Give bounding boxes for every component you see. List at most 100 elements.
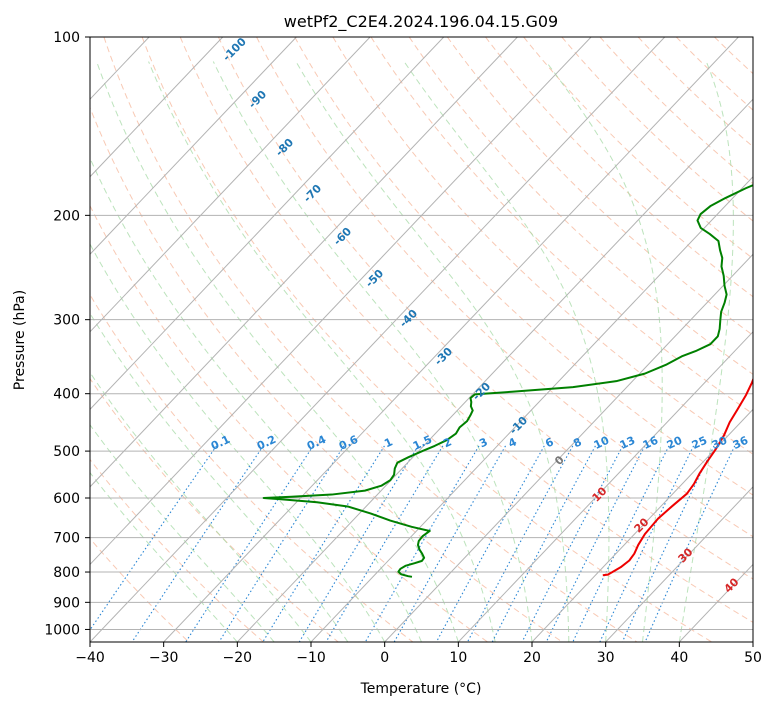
mixing-ratio-line (185, 445, 314, 642)
mixing-ratio-line (325, 445, 444, 642)
y-tick-label: 1000 (44, 622, 80, 638)
x-tick-label: −40 (75, 650, 105, 666)
mixing-ratio-line (572, 445, 670, 642)
dry-adiabat-label: -10 (507, 414, 530, 437)
mixing-ratio-label: 8 (571, 435, 583, 450)
mixing-ratio-label: 25 (690, 434, 709, 452)
mixing-ratio-label: 30 (710, 434, 730, 452)
dry-adiabat (637, 37, 753, 148)
dry-adiabat (90, 293, 414, 642)
dry-adiabat (714, 37, 753, 75)
dry-adiabat-label: 20 (632, 515, 652, 535)
isotherm-line (163, 37, 739, 642)
dry-adiabat (90, 458, 264, 642)
mixing-ratio-line (644, 445, 736, 642)
moist-adiabat (90, 243, 386, 642)
dry-adiabat-label: 30 (676, 545, 696, 565)
dry-adiabat (179, 37, 753, 623)
dry-adiabat-label: -30 (432, 345, 455, 368)
moist-adiabat (148, 61, 496, 642)
isotherm-line (90, 37, 371, 333)
dry-adiabat-label: 40 (722, 575, 742, 595)
y-tick-label: 300 (53, 313, 80, 329)
dry-adiabat (485, 37, 753, 298)
moist-adiabat (90, 424, 275, 642)
mixing-ratio-label: 10 (592, 434, 612, 452)
dry-adiabat (294, 37, 753, 496)
dry-adiabat-label: -40 (397, 307, 420, 330)
isotherm-line (605, 486, 753, 642)
mixing-ratio-line (364, 445, 480, 642)
isotherm-line (90, 37, 666, 642)
moist-adiabat (90, 157, 422, 642)
dry-adiabat (523, 37, 753, 260)
mixing-ratio-line (621, 445, 715, 642)
series-dewpoint-line (262, 184, 753, 578)
y-axis-title: Pressure (hPa) (12, 290, 28, 390)
x-tick-label: −20 (223, 650, 253, 666)
mixing-ratio-line (262, 445, 385, 642)
isotherm-line (0, 37, 2, 642)
y-axis-ticks: 100 200 300 400 500 600 700 800 900 1000 (44, 30, 90, 638)
chart-title: wetPf2_C2E4.2024.196.04.15.G09 (284, 12, 558, 32)
profile-series (262, 184, 753, 578)
moist-adiabat (403, 61, 610, 642)
x-tick-label: 10 (449, 650, 467, 666)
y-tick-label: 600 (53, 491, 80, 507)
y-tick-label: 800 (53, 565, 80, 581)
x-tick-label: 40 (670, 650, 688, 666)
dry-adiabat (752, 37, 753, 39)
x-axis-ticks: −40 −30 −20 −10 0 10 20 30 40 50 (75, 642, 762, 666)
x-tick-label: 0 (380, 650, 389, 666)
y-tick-label: 700 (53, 531, 80, 547)
dry-adiabat (90, 204, 488, 642)
isotherm-line (90, 37, 297, 256)
dry-adiabat (256, 37, 753, 538)
mixing-ratio-line (131, 445, 264, 642)
x-tick-label: 30 (597, 650, 615, 666)
dry-adiabat-label: -100 (220, 35, 249, 64)
series-temperature-line (602, 377, 753, 577)
dry-adiabat (90, 537, 190, 642)
y-tick-label: 500 (53, 444, 80, 460)
mixing-ratio-label: 0.4 (305, 433, 328, 453)
mixing-ratio-label: 6 (543, 435, 556, 450)
mixing-ratio-label: 20 (665, 434, 685, 452)
mixing-ratio-line (218, 445, 345, 642)
mixing-ratio-line (491, 445, 596, 642)
mixing-ratio-label: 0.6 (337, 433, 360, 453)
dry-adiabat (561, 37, 753, 222)
moist-adiabat (90, 471, 238, 642)
isotherm-line (90, 37, 592, 566)
grid-lines (0, 37, 753, 642)
mixing-ratio-line (545, 445, 646, 642)
isotherm-line (310, 176, 753, 642)
dry-adiabat (599, 37, 753, 185)
x-tick-label: −30 (149, 650, 179, 666)
mixing-ratio-label: 13 (618, 434, 637, 452)
mixing-ratio-label: 0.2 (255, 433, 278, 453)
dry-adiabat (103, 37, 638, 642)
dry-adiabat (141, 37, 712, 642)
moist-adiabat (96, 61, 459, 642)
y-tick-label: 200 (53, 208, 80, 224)
y-tick-label: 100 (53, 30, 80, 46)
mixing-ratio-line (467, 445, 574, 642)
mixing-ratio-line (435, 445, 545, 642)
mixing-ratio-line (521, 445, 624, 642)
dry-adiabat (408, 37, 753, 375)
dry-adiabat-label: -80 (273, 136, 296, 159)
mixing-ratio-label: 1 (382, 435, 394, 450)
isotherm-line (752, 641, 753, 642)
isotherm-line (457, 331, 753, 642)
dry-adiabat (217, 37, 753, 580)
mixing-ratio-label: 1.5 (411, 433, 434, 453)
isotherm-line (90, 37, 518, 488)
isotherm-line (531, 408, 753, 642)
mixing-ratio-label: 36 (731, 434, 751, 452)
dry-adiabat-label: -20 (470, 380, 493, 403)
moist-adiabat (90, 312, 349, 642)
x-tick-label: −10 (296, 650, 326, 666)
mixing-ratio-line (599, 445, 695, 642)
